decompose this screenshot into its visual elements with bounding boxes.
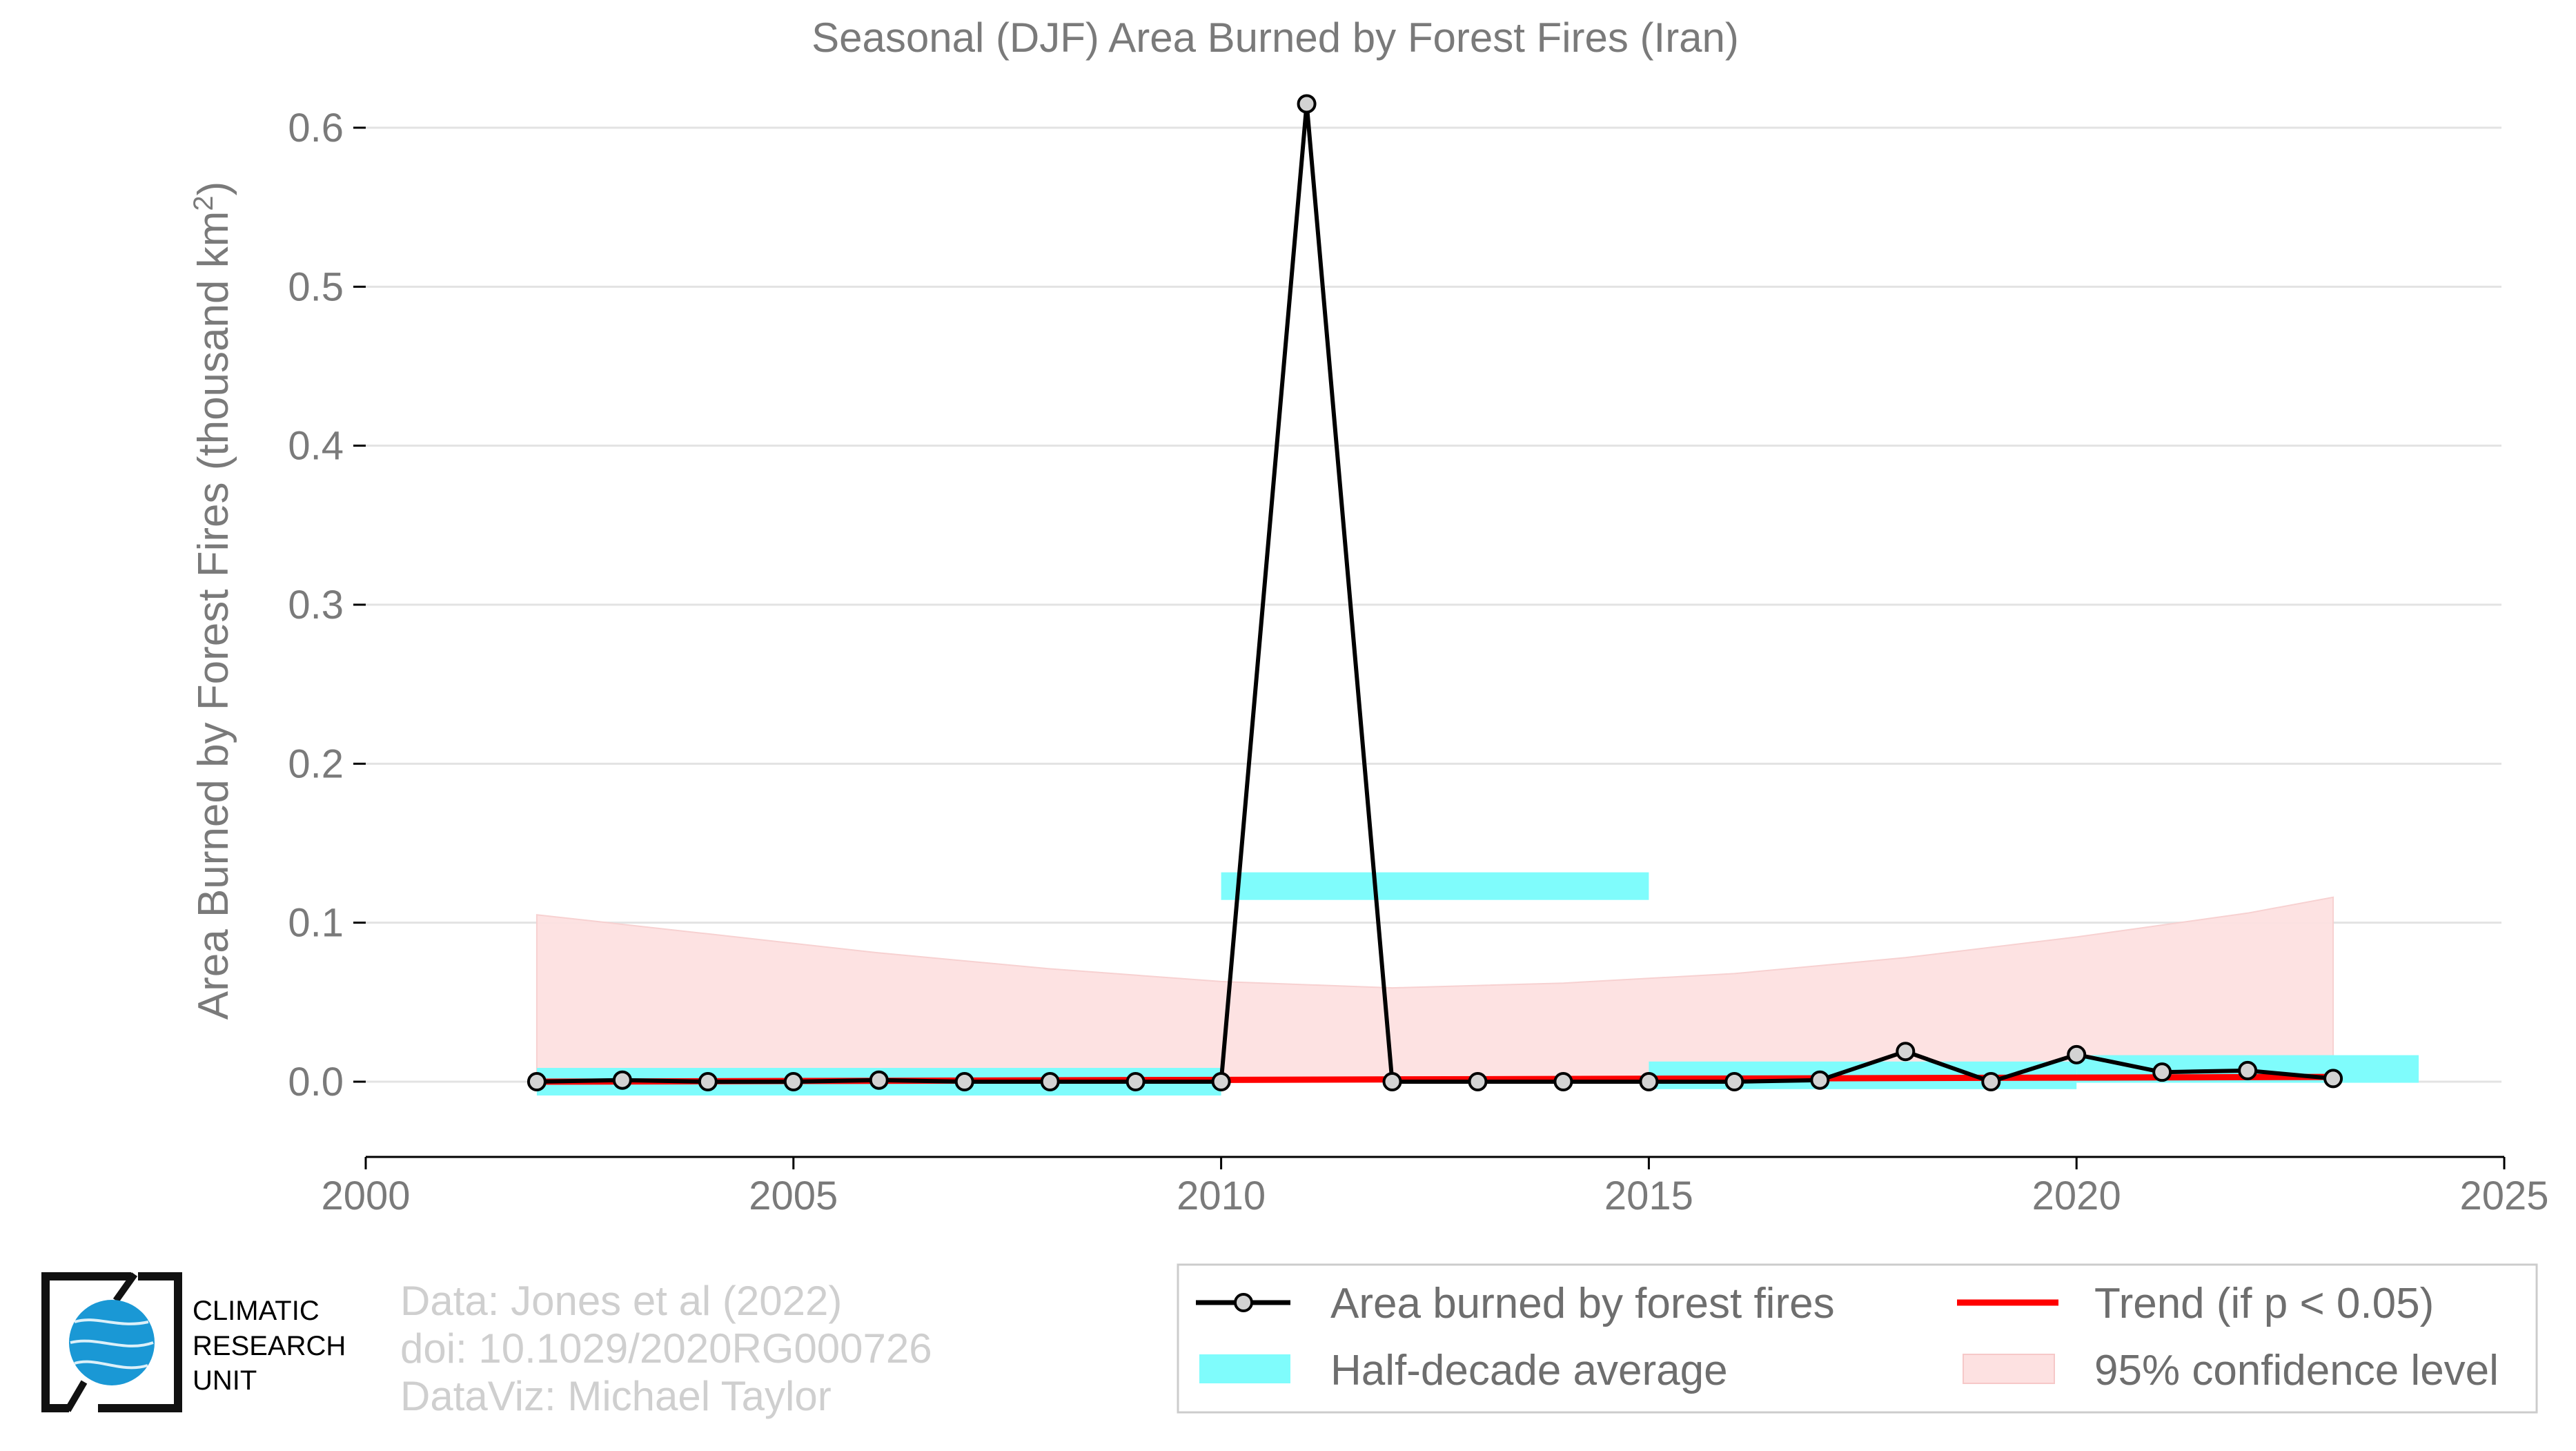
data-point <box>869 1070 889 1090</box>
y-axis-label-close: ) <box>190 182 237 196</box>
half-decade-bar <box>1221 872 1649 900</box>
globe-icon <box>69 1300 155 1385</box>
data-point <box>1125 1072 1146 1091</box>
y-tick-label: 0.4 <box>288 424 344 469</box>
legend-label-trend: Trend (if p < 0.05) <box>2094 1280 2434 1327</box>
x-tick-label: 2005 <box>749 1174 838 1218</box>
data-series <box>527 94 2343 1091</box>
data-point <box>2323 1069 2343 1089</box>
data-point <box>1040 1072 1060 1091</box>
y-axis-label: Area Burned by Forest Fires (thousand km… <box>188 182 237 1020</box>
legend-swatch-halfdecade <box>1199 1354 1290 1383</box>
globe-swirl-icon <box>70 1318 154 1370</box>
confidence-band-area <box>535 896 2334 1082</box>
data-point <box>783 1072 803 1091</box>
confidence-band <box>535 896 2334 1082</box>
data-point <box>1382 1072 1402 1091</box>
legend-label-halfdecade: Half-decade average <box>1330 1347 1728 1394</box>
legend-marker-series <box>1234 1293 1253 1312</box>
data-point <box>527 1072 547 1091</box>
data-point <box>1724 1072 1744 1091</box>
legend-box <box>1177 1263 2538 1414</box>
data-point <box>698 1072 718 1091</box>
series-line <box>536 104 2334 1084</box>
data-point <box>1211 1072 1231 1091</box>
x-tick-label: 2025 <box>2459 1174 2548 1218</box>
data-point <box>1553 1072 1573 1091</box>
legend: Area burned by forest fires Trend (if p … <box>1177 1263 2538 1414</box>
credit-dataviz: DataViz: Michael Taylor <box>400 1373 832 1419</box>
y-axis-label-main: Area Burned by Forest Fires (thousand km <box>190 211 237 1020</box>
y-tick-label: 0.3 <box>288 583 344 627</box>
credit-doi: doi: 10.1029/2020RG000726 <box>400 1325 932 1372</box>
x-tick-label: 2010 <box>1177 1174 1266 1218</box>
data-point <box>2238 1060 2258 1080</box>
legend-label-confidence: 95% confidence level <box>2094 1347 2499 1394</box>
x-tick-label: 2015 <box>1604 1174 1693 1218</box>
data-point <box>2067 1044 2087 1064</box>
data-point <box>1896 1042 1916 1062</box>
data-point <box>612 1070 632 1090</box>
x-tick-label: 2020 <box>2032 1174 2121 1218</box>
logo-text-line2: RESEARCH <box>193 1331 346 1361</box>
logo-bracket-icon <box>41 1272 182 1412</box>
chart-title: Seasonal (DJF) Area Burned by Forest Fir… <box>812 14 1739 61</box>
data-point <box>2152 1062 2172 1082</box>
data-point <box>1297 94 1317 114</box>
legend-label-series: Area burned by forest fires <box>1330 1280 1835 1327</box>
credit-data-source: Data: Jones et al (2022) <box>400 1278 842 1324</box>
logo-text-line3: UNIT <box>193 1365 257 1396</box>
data-point <box>1810 1070 1830 1090</box>
grid <box>366 126 2501 1083</box>
y-axis-ticks: 0.0 0.1 0.2 0.3 0.4 0.5 0.6 <box>288 106 366 1104</box>
y-tick-label: 0.5 <box>288 264 344 309</box>
cru-logo: CLIMATIC RESEARCH UNIT <box>41 1272 346 1412</box>
logo-slash-icon <box>64 1272 138 1412</box>
data-point <box>1468 1072 1488 1091</box>
y-tick-label: 0.6 <box>288 106 344 150</box>
y-tick-label: 0.1 <box>288 901 344 946</box>
data-point <box>954 1072 974 1091</box>
x-axis-ticks: 2000 2005 2010 2015 2020 2025 <box>321 1157 2549 1218</box>
x-tick-label: 2000 <box>321 1174 410 1218</box>
legend-swatch-confidence <box>1963 1354 2055 1384</box>
logo-text-line1: CLIMATIC <box>193 1296 319 1326</box>
y-tick-label: 0.0 <box>288 1060 344 1104</box>
y-axis-label-superscript: 2 <box>188 195 219 211</box>
data-point <box>1981 1072 2001 1091</box>
data-point <box>1639 1072 1659 1091</box>
y-tick-label: 0.2 <box>288 741 344 786</box>
